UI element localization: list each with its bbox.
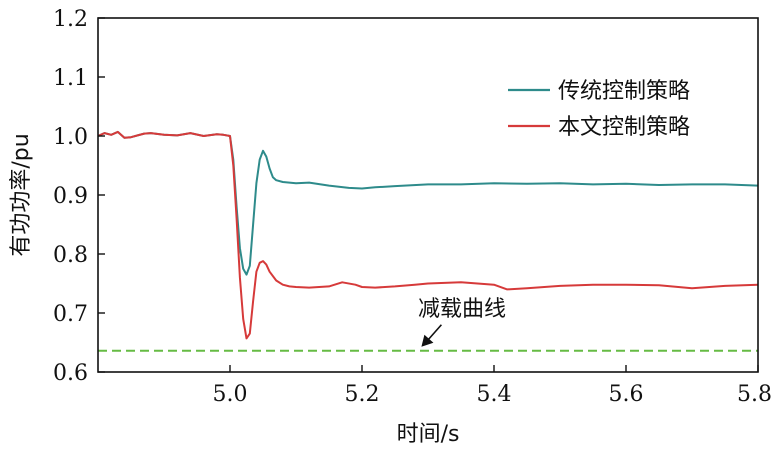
x-tick-label: 5.0 (213, 382, 248, 407)
y-tick-label: 0.7 (53, 302, 88, 327)
y-axis: 0.6 0.7 0.8 0.9 1.0 1.1 1.2 (53, 7, 105, 386)
y-tick-label: 1.0 (53, 125, 88, 150)
y-tick-label: 1.2 (53, 7, 88, 32)
y-tick-label: 0.8 (53, 243, 88, 268)
series-lines (97, 130, 759, 352)
x-tick-label: 5.2 (345, 382, 380, 407)
x-axis: 5.0 5.2 5.4 5.6 5.8 (213, 365, 772, 407)
y-tick-label: 1.1 (53, 66, 88, 91)
annotation-arrowhead (421, 334, 434, 347)
series-line (97, 130, 759, 340)
y-axis-title: 有功功率/pu (9, 133, 34, 256)
x-tick-label: 5.6 (609, 382, 644, 407)
annotation: 减载曲线 (418, 297, 506, 347)
legend-label: 传统控制策略 (558, 79, 690, 104)
x-tick-label: 5.4 (477, 382, 512, 407)
legend-label: 本文控制策略 (558, 115, 690, 140)
y-tick-label: 0.6 (53, 361, 88, 386)
x-tick-label: 5.8 (737, 382, 772, 407)
series-line (97, 130, 759, 276)
y-tick-label: 0.9 (53, 184, 88, 209)
annotation-label: 减载曲线 (418, 297, 506, 322)
x-axis-title: 时间/s (397, 422, 460, 447)
